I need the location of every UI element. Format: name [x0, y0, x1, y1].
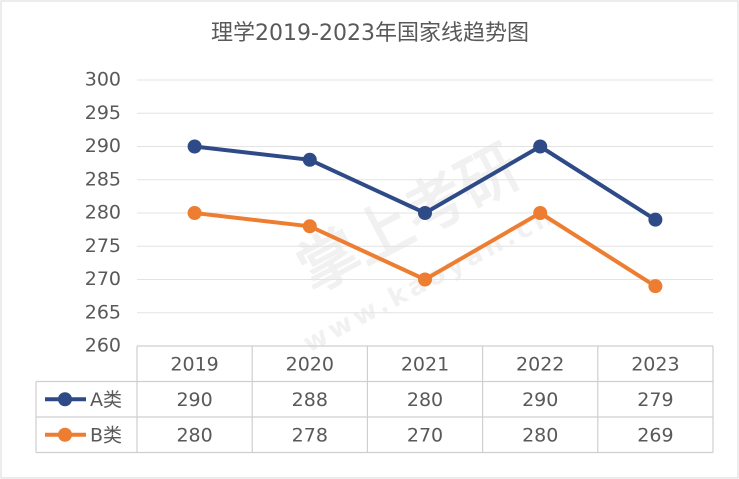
- x-tick-label: 2023: [631, 353, 679, 375]
- y-tick-label: 260: [85, 335, 121, 357]
- point: [533, 139, 548, 154]
- table-value: 290: [176, 389, 212, 411]
- legend-marker: [58, 392, 72, 407]
- y-tick-label: 290: [85, 135, 121, 157]
- point: [187, 139, 202, 154]
- y-tick-label: 265: [85, 301, 121, 323]
- y-tick-label: 270: [85, 268, 121, 290]
- point: [302, 152, 317, 167]
- x-tick-label: 2019: [170, 353, 218, 375]
- table-value: 270: [407, 424, 443, 446]
- table-value: 278: [292, 424, 328, 446]
- y-tick-label: 280: [85, 202, 121, 224]
- point: [648, 279, 663, 294]
- point: [302, 219, 317, 234]
- point: [187, 206, 202, 220]
- y-tick-label: 295: [85, 102, 121, 124]
- table-value: 280: [407, 389, 443, 411]
- legend-label: A类: [90, 389, 122, 411]
- y-tick-label: 300: [85, 69, 121, 91]
- table-value: 280: [176, 424, 212, 446]
- y-tick-label: 285: [85, 168, 121, 190]
- table-value: 288: [292, 389, 328, 411]
- legend-marker: [58, 427, 72, 442]
- table-value: 290: [522, 389, 558, 411]
- point: [418, 206, 432, 220]
- x-tick-label: 2021: [401, 353, 449, 375]
- x-tick-label: 2020: [286, 353, 334, 375]
- chart-title: 理学2019-2023年国家线趋势图: [211, 21, 529, 46]
- x-tick-label: 2022: [516, 353, 564, 375]
- table-value: 280: [522, 424, 558, 446]
- point: [418, 272, 432, 287]
- table-value: 279: [637, 389, 673, 411]
- legend-label: B类: [90, 424, 122, 446]
- table-value: 269: [637, 424, 673, 446]
- point: [533, 206, 548, 220]
- y-tick-label: 275: [85, 235, 121, 257]
- point: [648, 212, 663, 227]
